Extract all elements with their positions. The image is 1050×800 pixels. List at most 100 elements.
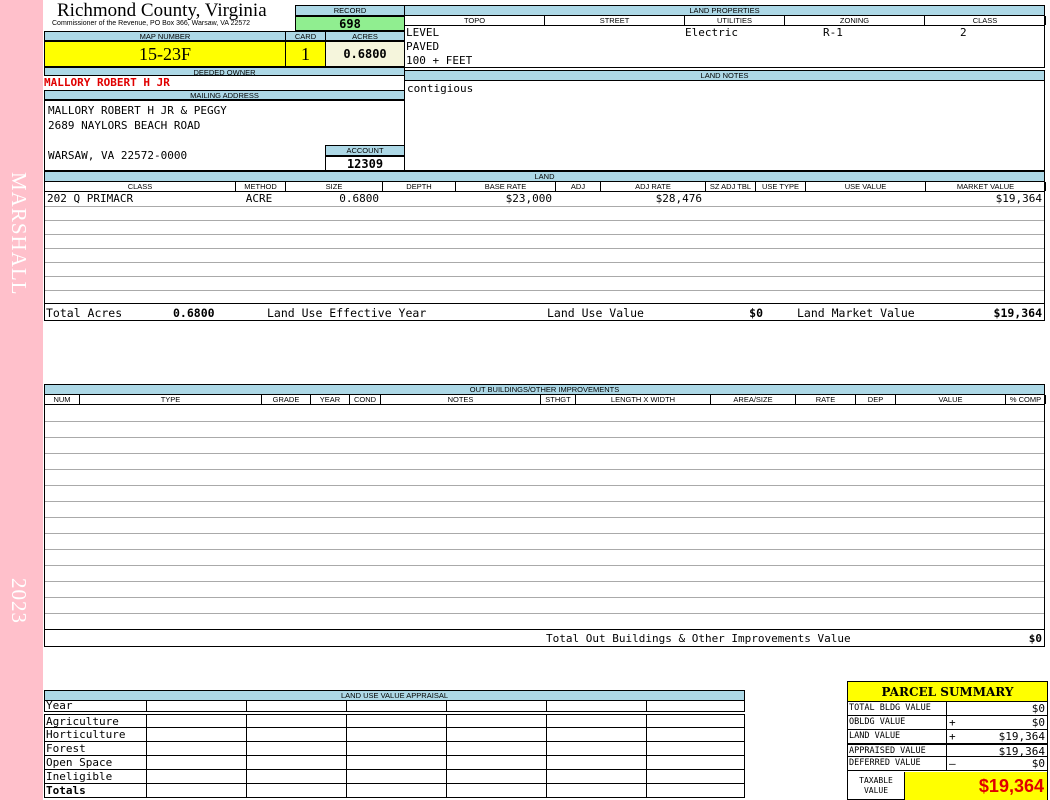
land-use-row-label: Agriculture: [46, 715, 119, 728]
summary-operator: –: [946, 757, 958, 771]
column-header: RATE: [796, 395, 856, 404]
row-divider: [45, 276, 1044, 277]
neighborhood-label: MARSHALL: [7, 172, 31, 296]
address-line: 2689 NAYLORS BEACH ROAD: [48, 119, 201, 132]
summary-label: DEFERRED VALUE: [849, 758, 921, 768]
summary-row: APPRAISED VALUE $19,364: [848, 743, 1047, 759]
column-header: TYPE: [80, 395, 262, 404]
total-acres: 0.6800: [173, 306, 215, 320]
land-cell: 202 Q PRIMACR: [47, 192, 134, 205]
land-use-cell: [146, 715, 246, 727]
row-divider: [45, 533, 1044, 534]
parcel-summary: PARCEL SUMMARY TOTAL BLDG VALUE $0 OBLDG V…: [847, 681, 1048, 800]
column-header: YEAR: [311, 395, 350, 404]
land-use-row-label: Open Space: [46, 756, 113, 769]
column-header: ADJ: [556, 182, 601, 191]
column-header: STHGT: [541, 395, 576, 404]
taxable-value-label: TAXABLE VALUE: [859, 776, 893, 795]
acres-value: 0.6800: [325, 41, 405, 67]
row-divider: [45, 262, 1044, 263]
column-header: COND: [350, 395, 381, 404]
summary-value: $19,364: [998, 730, 1045, 743]
summary-value: $19,364: [998, 745, 1045, 758]
column-header: MARKET VALUE: [926, 182, 1046, 191]
county-subtitle: Commissioner of the Revenue, PO Box 366,…: [52, 20, 251, 27]
row-divider: [45, 565, 1044, 566]
account-label: ACCOUNT: [325, 145, 405, 156]
land-use-cell: [246, 756, 346, 769]
summary-value: $0: [1031, 757, 1045, 770]
summary-label: TOTAL BLDG VALUE: [849, 703, 931, 713]
column-header: TOPO: [405, 16, 545, 25]
column-header: SZ ADJ TBL: [706, 182, 756, 191]
land-use-cell: [146, 700, 246, 711]
land-use-cell: [446, 715, 546, 727]
land-use-row: Forest: [44, 742, 745, 756]
deeded-owner-label: DEEDED OWNER: [44, 67, 405, 76]
column-header: VALUE: [896, 395, 1006, 404]
row-divider: [45, 453, 1044, 454]
land-use-row: Ineligible: [44, 770, 745, 784]
total-acres-label: Total Acres: [46, 306, 123, 320]
land-cell: $23,000: [505, 192, 552, 205]
column-header: USE TYPE: [756, 182, 806, 191]
column-header: DEPTH: [383, 182, 456, 191]
land-use-cell: [346, 728, 446, 741]
topo-1: LEVEL: [406, 26, 440, 39]
land-cell: $19,364: [995, 192, 1042, 205]
utilities-value: Electric: [685, 26, 738, 39]
effective-year-label: Land Use Effective Year: [267, 306, 427, 320]
land-use-year-row-label: Year: [46, 700, 73, 711]
summary-operator: +: [946, 716, 958, 730]
record-value: 698: [295, 16, 405, 31]
row-divider: [45, 437, 1044, 438]
land-use-cell: [446, 784, 546, 797]
land-use-row: Horticulture: [44, 728, 745, 742]
land-use-cell: [246, 784, 346, 797]
sidebar-band: MARSHALL 2023: [0, 0, 43, 800]
row-divider: [45, 613, 1044, 614]
land-use-row: Open Space: [44, 756, 745, 770]
row-divider: [45, 234, 1044, 235]
land-use-cell: [446, 756, 546, 769]
parcel-summary-title: PARCEL SUMMARY: [848, 682, 1047, 702]
land-use-cell: [346, 756, 446, 769]
summary-operator: [946, 702, 958, 716]
row-divider: [45, 597, 1044, 598]
row-divider: [45, 248, 1044, 249]
land-use-cell: [646, 715, 746, 727]
summary-row: LAND VALUE + $19,364: [848, 730, 1047, 744]
land-use-cell: [346, 784, 446, 797]
land-notes: contigious: [404, 80, 1045, 171]
card-label: CARD: [285, 31, 326, 41]
summary-value: $0: [1031, 702, 1045, 715]
column-header: METHOD: [236, 182, 286, 191]
summary-row: TOTAL BLDG VALUE $0: [848, 702, 1047, 716]
land-use-cell: [246, 742, 346, 755]
land-use-cell: [646, 742, 746, 755]
outbuildings-total-value: $0: [1028, 632, 1042, 645]
row-divider: [45, 581, 1044, 582]
summary-label: LAND VALUE: [849, 731, 901, 741]
zoning-value: R-1: [823, 26, 843, 39]
column-header: LENGTH X WIDTH: [576, 395, 711, 404]
card-number: 1: [285, 41, 326, 67]
column-header: CLASS: [925, 16, 1046, 25]
outbuildings-total-label: Total Out Buildings & Other Improvements…: [546, 632, 851, 645]
taxable-value: $19,364: [904, 772, 1047, 800]
land-use-cell: [146, 770, 246, 783]
land-use-cell: [446, 770, 546, 783]
column-header: NUM: [45, 395, 80, 404]
land-use-label: LAND USE VALUE APPRAISAL: [44, 690, 745, 701]
column-header: NOTES: [381, 395, 541, 404]
land-table: Total Acres 0.6800 Land Use Effective Ye…: [44, 191, 1045, 321]
land-use-cell: [646, 770, 746, 783]
column-header: USE VALUE: [806, 182, 926, 191]
column-header: ZONING: [785, 16, 925, 25]
summary-row: DEFERRED VALUE – $0: [848, 757, 1047, 771]
column-header: GRADE: [262, 395, 311, 404]
land-use-cell: [646, 728, 746, 741]
row-divider: [45, 206, 1044, 207]
land-cell: 0.6800: [339, 192, 379, 205]
land-use-cell: [246, 770, 346, 783]
